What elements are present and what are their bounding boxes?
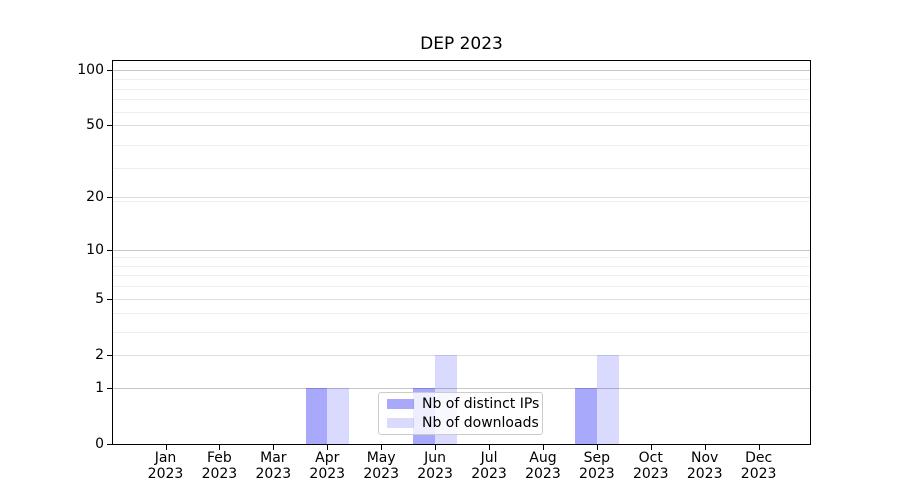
gridline-major xyxy=(113,387,810,389)
x-tick-year: 2023 xyxy=(255,466,292,482)
gridline-minor xyxy=(113,331,810,333)
gridline-major xyxy=(113,69,810,71)
x-axis-tick-label: Sep 2023 xyxy=(565,450,629,482)
gridline-minor xyxy=(113,313,810,315)
x-tick-year: 2023 xyxy=(147,466,184,482)
x-tick-year: 2023 xyxy=(471,466,507,482)
x-tick-mark xyxy=(165,445,167,450)
legend-item-distinct-ips: Nb of distinct IPs xyxy=(387,396,539,412)
gridline-minor xyxy=(113,201,810,203)
gridline-minor xyxy=(113,168,810,170)
x-tick-month: Jun xyxy=(424,450,447,466)
y-axis-tick-label: 0 xyxy=(95,436,104,452)
y-axis-tick-label: 10 xyxy=(86,241,104,258)
x-tick-mark xyxy=(273,445,275,450)
x-axis-tick-label: Nov 2023 xyxy=(673,450,737,482)
bar-downloads-apr xyxy=(327,387,349,444)
x-tick-month: Dec xyxy=(745,450,773,466)
y-tick-mark xyxy=(107,125,112,127)
legend-label-distinct-ips: Nb of distinct IPs xyxy=(422,396,540,412)
x-tick-mark xyxy=(219,445,221,450)
x-tick-mark xyxy=(381,445,383,450)
x-tick-month: Jan xyxy=(154,450,177,466)
gridline-minor xyxy=(113,79,810,81)
y-tick-mark xyxy=(107,298,112,300)
bar-downloads-sep xyxy=(596,354,619,444)
x-tick-year: 2023 xyxy=(201,466,238,482)
x-tick-year: 2023 xyxy=(309,466,346,482)
bar-distinct-ips-sep xyxy=(575,387,597,444)
legend: Nb of distinct IPs Nb of downloads xyxy=(378,392,543,435)
x-axis-tick-label: Jun 2023 xyxy=(403,450,467,482)
x-tick-month: Apr xyxy=(315,450,340,466)
y-axis-tick-label: 1 xyxy=(95,379,104,396)
y-tick-mark xyxy=(107,69,112,71)
x-tick-mark xyxy=(327,445,329,450)
x-tick-month: Feb xyxy=(207,450,232,466)
x-tick-month: Mar xyxy=(260,450,287,466)
x-axis-tick-label: Jul 2023 xyxy=(457,450,521,482)
legend-item-downloads: Nb of downloads xyxy=(387,415,539,431)
y-axis-tick-label: 20 xyxy=(86,189,104,206)
gridline-minor xyxy=(113,88,810,90)
gridline-minor xyxy=(113,265,810,267)
x-axis-tick-label: Mar 2023 xyxy=(241,450,305,482)
x-tick-year: 2023 xyxy=(579,466,615,482)
x-tick-month: Oct xyxy=(638,450,663,466)
x-tick-mark xyxy=(758,445,760,450)
y-axis-tick-label: 100 xyxy=(77,61,104,78)
bar-distinct-ips-apr xyxy=(305,387,328,444)
gridline-major xyxy=(113,125,810,127)
x-axis-tick-label: Dec 2023 xyxy=(727,450,791,482)
x-tick-year: 2023 xyxy=(417,466,453,482)
x-axis-tick-label: Feb 2023 xyxy=(187,450,251,482)
x-tick-year: 2023 xyxy=(686,466,723,482)
gridline-minor xyxy=(113,144,810,146)
x-tick-month: Aug xyxy=(529,450,557,466)
gridline-minor xyxy=(113,286,810,288)
y-tick-mark xyxy=(107,387,112,389)
gridline-major xyxy=(113,298,810,300)
gridline-major xyxy=(113,197,810,199)
x-tick-mark xyxy=(542,445,544,450)
y-axis-tick-label: 50 xyxy=(86,117,104,134)
x-axis-tick-label: Apr 2023 xyxy=(295,450,359,482)
x-tick-month: Sep xyxy=(583,450,611,466)
x-tick-year: 2023 xyxy=(363,466,399,482)
gridline-minor xyxy=(113,275,810,277)
x-tick-month: Jul xyxy=(480,450,498,466)
y-tick-mark xyxy=(107,354,112,356)
x-tick-month: Nov xyxy=(691,450,719,466)
gridline-minor xyxy=(113,257,810,259)
x-axis-tick-label: Jan 2023 xyxy=(134,450,198,482)
y-tick-mark xyxy=(107,444,112,445)
x-tick-mark xyxy=(489,445,491,450)
x-tick-mark xyxy=(435,445,437,450)
x-tick-year: 2023 xyxy=(740,466,777,482)
x-tick-mark xyxy=(704,445,706,450)
x-axis-tick-label: May 2023 xyxy=(349,450,413,482)
x-tick-year: 2023 xyxy=(525,466,561,482)
gridline-major xyxy=(113,249,810,251)
legend-swatch-distinct-ips xyxy=(387,399,414,409)
x-tick-mark xyxy=(650,445,652,450)
legend-label-downloads: Nb of downloads xyxy=(422,415,539,431)
legend-swatch-downloads xyxy=(387,418,414,428)
gridline-major xyxy=(113,354,810,356)
gridline-minor xyxy=(113,111,810,113)
y-axis-tick-label: 2 xyxy=(95,346,104,363)
y-tick-mark xyxy=(107,249,112,251)
x-tick-mark xyxy=(596,445,598,450)
x-axis-tick-label: Oct 2023 xyxy=(619,450,683,482)
plot-area xyxy=(112,60,811,445)
gridline-minor xyxy=(113,99,810,101)
y-tick-mark xyxy=(107,197,112,199)
chart-title: DEP 2023 xyxy=(420,34,503,54)
x-tick-month: May xyxy=(366,450,396,466)
x-tick-year: 2023 xyxy=(632,466,669,482)
y-axis-tick-label: 5 xyxy=(95,290,104,307)
x-axis-tick-label: Aug 2023 xyxy=(511,450,575,482)
